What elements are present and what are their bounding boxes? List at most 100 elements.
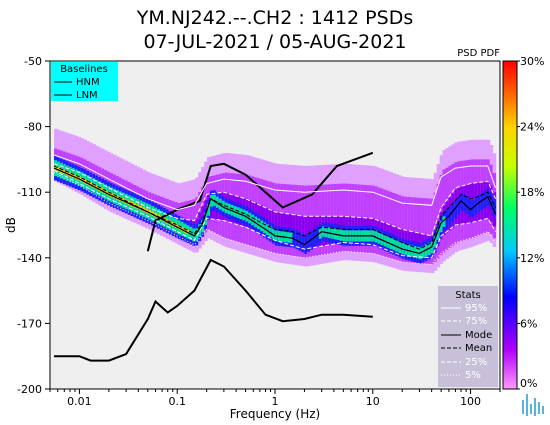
legend-75: 75% bbox=[465, 316, 487, 327]
legend-5: 5% bbox=[465, 370, 481, 381]
baselines-legend: Baselines HNM LNM bbox=[51, 62, 118, 101]
density-cell-max bbox=[101, 188, 105, 193]
density-cell-wide bbox=[404, 196, 408, 263]
density-cell-max bbox=[71, 173, 76, 178]
density-cell-core bbox=[480, 192, 485, 210]
density-cell-core bbox=[457, 197, 461, 215]
colorbar-tick-label: 30% bbox=[520, 55, 544, 68]
density-cell-wide bbox=[430, 198, 435, 265]
x-axis-label: Frequency (Hz) bbox=[230, 407, 321, 421]
density-cell-max bbox=[59, 168, 64, 173]
density-cell-max bbox=[95, 185, 99, 190]
density-cell-peak bbox=[395, 240, 400, 252]
chart-title-line1: YM.NJ242.--.CH2 : 1412 PSDs bbox=[136, 7, 414, 29]
density-cell-mid bbox=[298, 215, 302, 248]
colorbar-tick-label: 6% bbox=[520, 317, 537, 330]
density-cell-core bbox=[301, 233, 305, 253]
density-cell-max bbox=[86, 180, 90, 185]
density-cell-wide bbox=[424, 198, 429, 264]
density-cell-peak bbox=[268, 226, 273, 238]
density-cell-max bbox=[142, 207, 146, 212]
density-cell-peak bbox=[254, 216, 258, 228]
density-cell-core bbox=[307, 233, 311, 252]
density-cell-wide bbox=[421, 198, 426, 264]
density-cell-mid bbox=[307, 216, 311, 249]
density-cell-core bbox=[477, 194, 482, 213]
density-cell-max bbox=[65, 171, 70, 176]
density-cell-core bbox=[448, 207, 452, 226]
density-cell-peak bbox=[377, 232, 382, 244]
density-cell-max bbox=[62, 169, 67, 175]
stats-legend-title: Stats bbox=[455, 290, 481, 301]
series-line-mean bbox=[53, 165, 496, 250]
psd-pdf-label: PSD PDF bbox=[457, 48, 500, 59]
density-cell-peak bbox=[424, 244, 429, 257]
density-cell-peak bbox=[233, 206, 238, 217]
density-cell-max bbox=[148, 209, 152, 215]
density-cell-max bbox=[98, 186, 102, 192]
density-cell-peak bbox=[257, 218, 261, 230]
density-cell-max bbox=[107, 191, 111, 196]
density-cell-core bbox=[474, 197, 479, 215]
density-cell-core bbox=[483, 190, 488, 208]
density-cell-peak bbox=[236, 207, 241, 218]
density-cell-peak bbox=[439, 221, 444, 233]
chart-title-line2: 07-JUL-2021 / 05-AUG-2021 bbox=[143, 31, 407, 53]
density-cell-peak bbox=[215, 196, 220, 208]
density-cell-core bbox=[463, 194, 467, 212]
density-cell-peak bbox=[271, 228, 276, 240]
density-cell-core bbox=[298, 232, 302, 251]
density-cell-wide bbox=[427, 198, 432, 265]
density-cell-mid bbox=[304, 216, 308, 249]
density-cell-max bbox=[83, 178, 88, 184]
density-cell-peak bbox=[221, 200, 226, 212]
x-tick-label: 1 bbox=[272, 395, 279, 408]
density-cell-core bbox=[292, 228, 296, 248]
density-cell-max bbox=[180, 226, 185, 232]
legend-lnm: LNM bbox=[76, 90, 98, 101]
density-cell-max bbox=[68, 172, 73, 177]
y-tick-label: -170 bbox=[17, 317, 42, 330]
density-cell-core bbox=[315, 226, 320, 246]
density-cell-peak bbox=[401, 243, 405, 255]
density-cell-max bbox=[92, 183, 96, 188]
y-tick-label: -200 bbox=[17, 383, 42, 396]
density-cell-peak bbox=[224, 202, 229, 214]
density-cell-max bbox=[127, 200, 132, 206]
density-cell-peak bbox=[265, 224, 270, 236]
legend-25: 25% bbox=[465, 357, 487, 368]
density-cell-peak bbox=[251, 214, 255, 226]
density-cell-wide bbox=[407, 196, 411, 263]
density-cell-max bbox=[121, 197, 126, 203]
density-cell-peak bbox=[430, 241, 435, 254]
density-cell-max bbox=[89, 182, 93, 187]
density-cell-max bbox=[171, 222, 176, 227]
density-cell-core bbox=[489, 191, 494, 210]
stats-legend: Stats 95% 75% Mode Mean 25% 5% bbox=[438, 286, 498, 387]
density-cell-max bbox=[154, 212, 158, 218]
density-cell-max bbox=[112, 194, 117, 199]
density-cell-peak bbox=[201, 220, 205, 233]
density-cell-max bbox=[54, 165, 58, 171]
density-cell-max bbox=[104, 189, 108, 195]
density-cell-mid bbox=[301, 215, 305, 249]
series-line-95pct bbox=[53, 154, 496, 211]
density-cell-peak bbox=[433, 235, 438, 248]
density-cell-peak bbox=[318, 228, 323, 239]
density-cell-peak bbox=[380, 233, 385, 246]
density-cell-wide bbox=[416, 197, 420, 264]
series-line-5pct bbox=[53, 172, 496, 265]
density-cell-peak bbox=[230, 204, 235, 216]
density-cell-core bbox=[295, 230, 299, 250]
density-cell-max bbox=[56, 167, 61, 172]
colorbar-tick-label: 18% bbox=[520, 186, 544, 199]
density-cell-peak bbox=[210, 195, 214, 207]
y-axis-label: dB bbox=[4, 217, 18, 233]
legend-mean: Mean bbox=[465, 343, 492, 354]
density-cell-max bbox=[74, 174, 79, 180]
y-tick-label: -110 bbox=[17, 186, 42, 199]
density-cell-max bbox=[151, 211, 155, 216]
density-cell-wide bbox=[433, 192, 438, 262]
density-cell-peak bbox=[389, 237, 394, 250]
density-cell-core bbox=[310, 231, 314, 250]
